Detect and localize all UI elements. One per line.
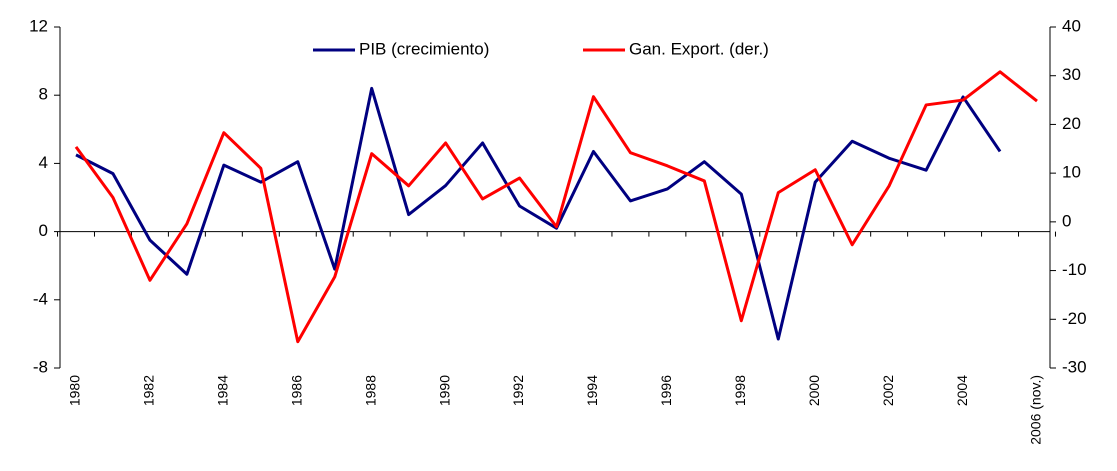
x-tick-label: 1988: [362, 375, 378, 406]
y-tick-label: 8: [39, 85, 48, 104]
legend-label: Gan. Export. (der.): [629, 39, 769, 58]
series-line: [75, 86, 1002, 341]
x-tick-label: 2002: [880, 375, 896, 406]
x-tick-label: 1982: [141, 375, 157, 406]
x-tick-label: 1992: [510, 375, 526, 406]
y2-tick-label: 30: [1062, 65, 1081, 84]
x-tick-label: 1996: [658, 375, 674, 406]
x-tick-label: 1980: [67, 375, 83, 406]
x-tick-label: 1986: [288, 375, 304, 406]
x-tick-label: 1994: [584, 375, 600, 406]
y2-tick-label: -10: [1062, 260, 1087, 279]
x-tick-label: 1984: [215, 375, 231, 406]
x-tick-label: 1990: [436, 375, 452, 406]
y2-tick-label: 20: [1062, 114, 1081, 133]
x-tick-label: 1998: [732, 375, 748, 406]
series-line: [74, 70, 1038, 344]
x-tick-label: 2000: [806, 375, 822, 406]
x-tick-label: 2006 (nov.): [1028, 375, 1044, 445]
y2-tick-label: 40: [1062, 16, 1081, 35]
y2-tick-label: -30: [1062, 357, 1087, 376]
y2-tick-label: 10: [1062, 163, 1081, 182]
y2-tick-label: -20: [1062, 309, 1087, 328]
x-tick-label: 2004: [954, 375, 970, 406]
y2-tick-label: 0: [1062, 211, 1071, 230]
y-tick-label: -8: [33, 357, 48, 376]
y-tick-label: 12: [29, 16, 48, 35]
legend-label: PIB (crecimiento): [359, 39, 489, 58]
y-tick-label: -4: [33, 289, 48, 308]
y-tick-label: 4: [39, 153, 48, 172]
y-tick-label: 0: [39, 221, 48, 240]
